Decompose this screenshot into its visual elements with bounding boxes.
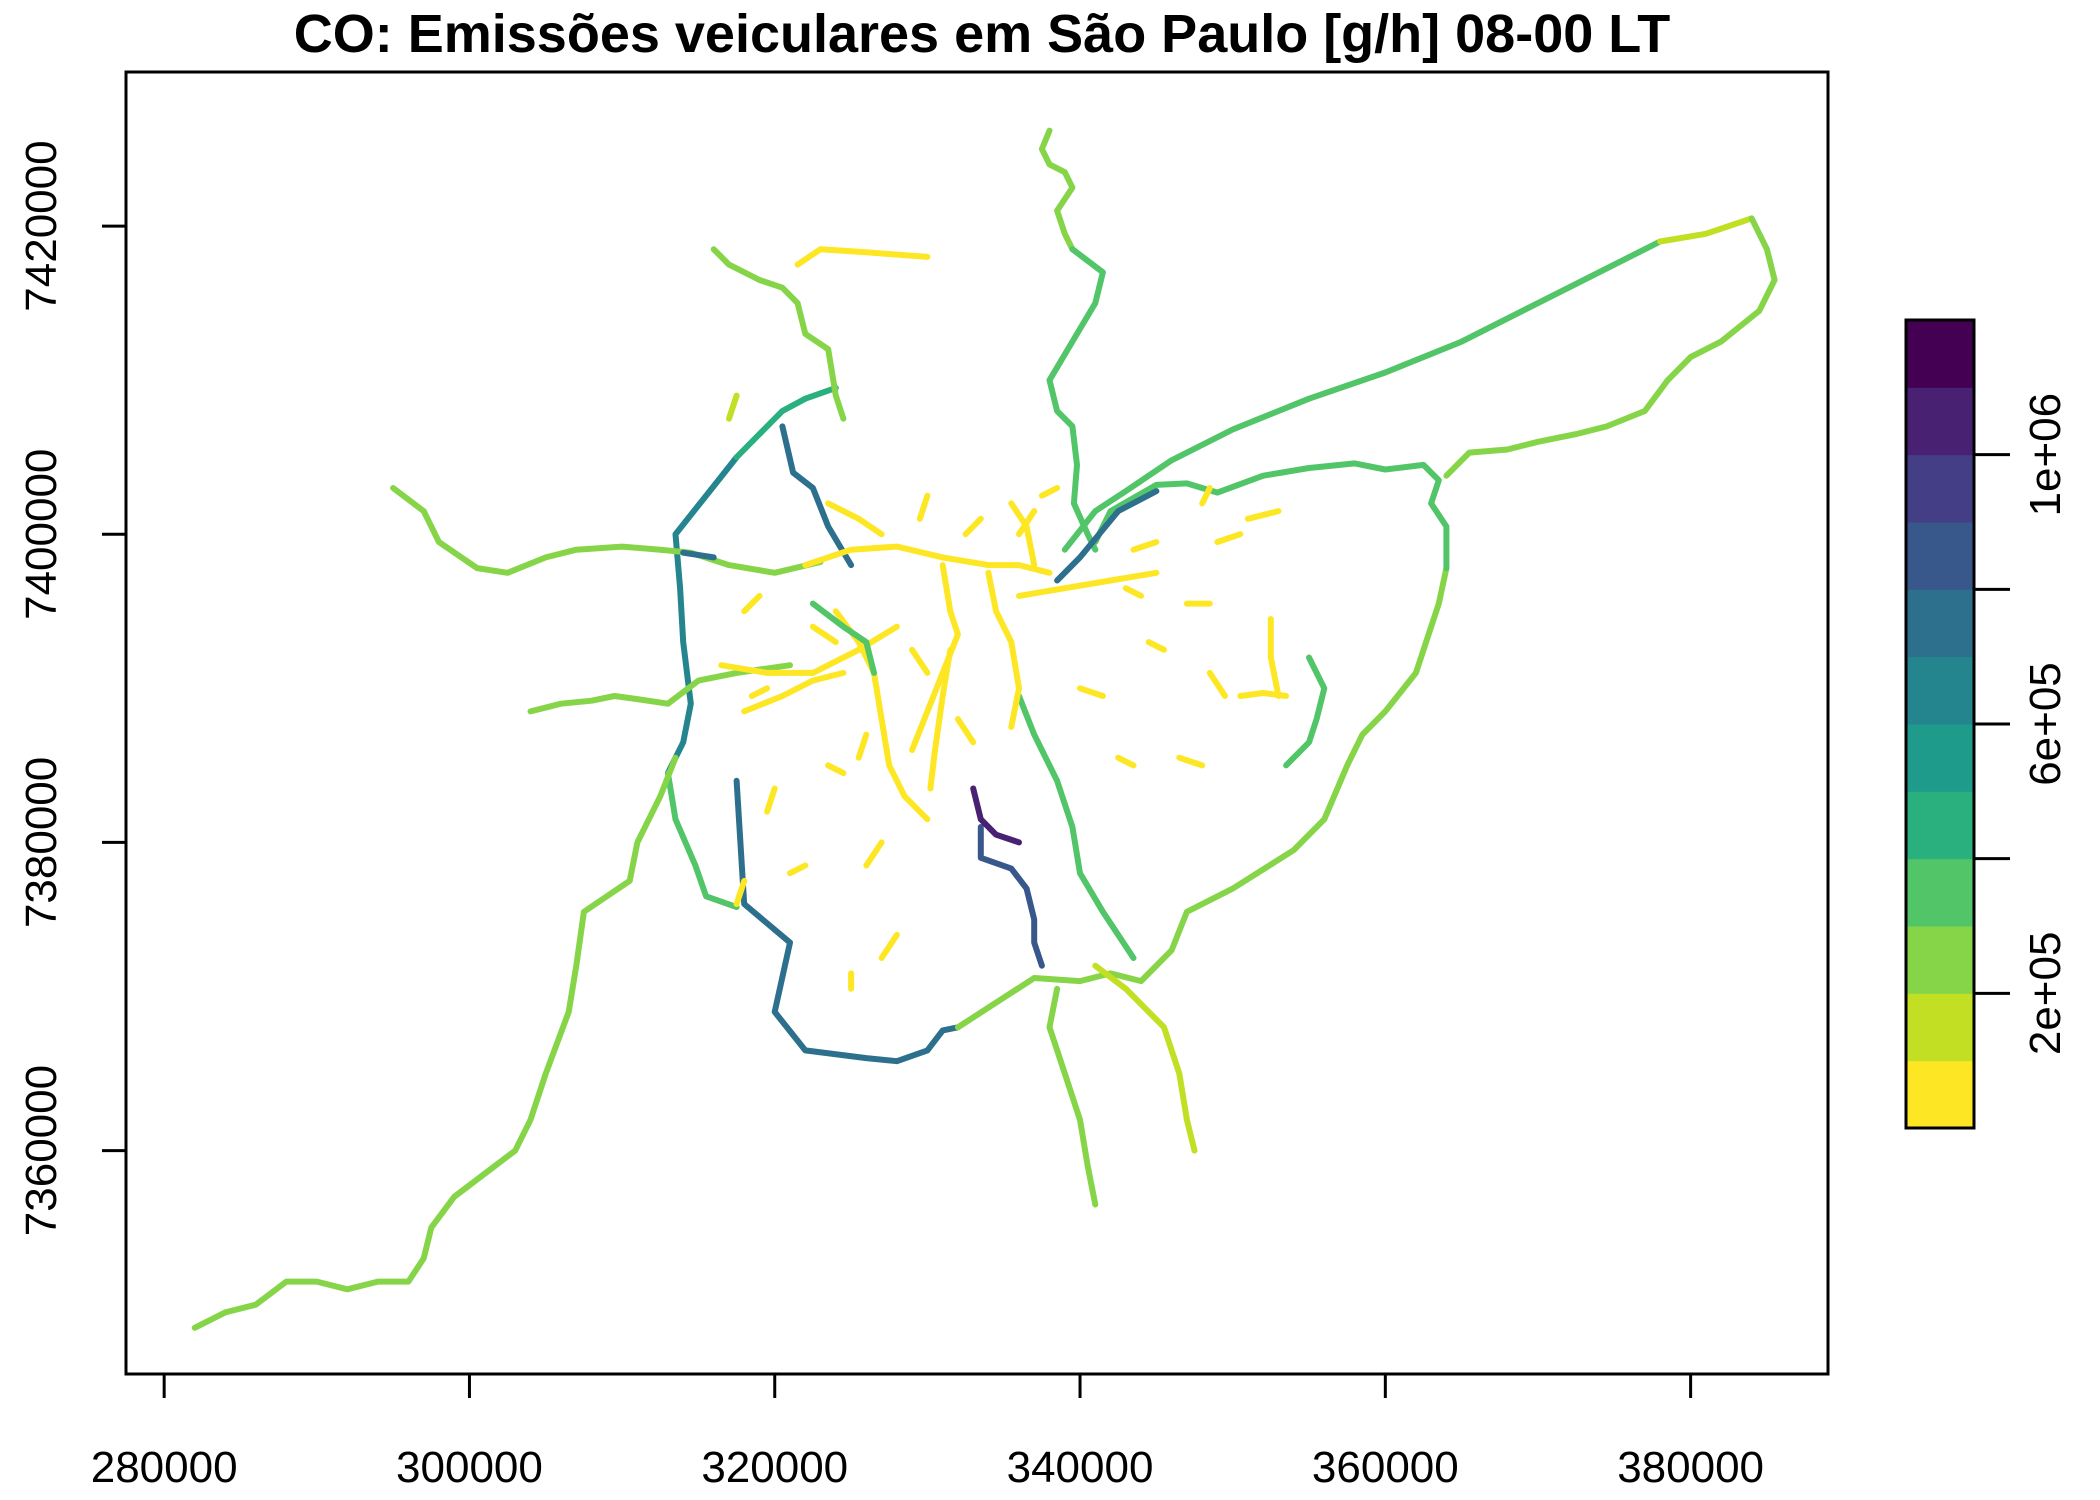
road-fragment-22: [1130, 539, 1160, 553]
road-fragment-3: [825, 762, 847, 777]
road-anhanguera: [710, 246, 847, 422]
road-rodoanel-east-upper: [1092, 460, 1450, 572]
road-fragment-12: [916, 492, 931, 522]
colorbar-tick-label: 1e+06: [2021, 393, 2070, 517]
road-fragment-27: [954, 716, 977, 746]
road-fragment-21: [1176, 754, 1206, 769]
road-dutra-end: [1657, 215, 1755, 245]
road-center-north-1: [825, 500, 885, 538]
road-center-radial-2: [985, 569, 1022, 730]
road-fragment-4: [764, 785, 778, 815]
road-south-radial-dark: [970, 785, 1022, 846]
road-fragment-11: [1016, 508, 1038, 538]
colorbar-swatch: [1906, 926, 1974, 994]
road-fragment-23: [1199, 485, 1213, 507]
road-center-pinheiros: [832, 608, 931, 823]
road-bandeirantes-north: [1038, 127, 1076, 253]
road-fernao-dias: [1046, 246, 1106, 553]
road-center-southwest-1: [741, 669, 847, 715]
road-fragment-15: [1115, 754, 1137, 769]
road-marginal-west-ring: [664, 770, 740, 911]
colorbar-swatch: [1906, 1060, 1974, 1129]
road-fragment-25: [748, 685, 771, 699]
colorbar-swatch: [1906, 724, 1974, 792]
road-east-radial-green: [1283, 654, 1328, 769]
road-fragment-7: [878, 931, 900, 961]
y-tick-label: 7360000: [17, 1065, 66, 1236]
x-tick-label: 340000: [1007, 1443, 1154, 1492]
road-ring-west-dark-seg: [680, 549, 717, 561]
road-imigrantes: [1046, 985, 1099, 1208]
road-dutra: [1061, 238, 1664, 553]
colorbar-swatch: [1906, 791, 1974, 860]
road-fragment-26: [787, 862, 809, 877]
road-northwest-spur: [794, 246, 931, 268]
road-fragment-5: [863, 839, 885, 869]
road-fragment-13: [962, 515, 984, 538]
x-tick-label: 280000: [91, 1443, 238, 1492]
road-fragment-9: [909, 646, 931, 676]
road-south-mid-green: [1016, 693, 1137, 961]
road-marginal-green-seg: [809, 600, 877, 676]
road-fragment-16: [1145, 639, 1167, 653]
road-north-spur-2: [726, 392, 740, 422]
plot-title: CO: Emissões veiculares em São Paulo [g/…: [294, 4, 1670, 64]
plot-frame: [124, 70, 1830, 1376]
road-center-south-1: [927, 646, 954, 792]
road-network: [191, 127, 1778, 1331]
road-fragment-19: [1244, 508, 1282, 522]
road-fragment-14: [1077, 685, 1106, 699]
x-tick-label: 300000: [396, 1443, 543, 1492]
road-fragments: [733, 485, 1282, 992]
colorbar-legend: 2e+05 6e+05 1e+06: [1904, 318, 2070, 1130]
road-rodoanel-sul-west: [733, 777, 961, 1065]
road-rodoanel-north-west: [664, 454, 740, 777]
road-ring-northwest-inner: [779, 423, 855, 569]
colorbar-swatch: [1906, 589, 1974, 658]
y-axis: 7360000 7380000 7400000 7420000: [17, 140, 128, 1236]
colorbar-swatch: [1906, 320, 1974, 388]
road-anchieta: [1092, 962, 1198, 1154]
road-center-east-1: [1016, 569, 1160, 599]
road-fragment-20: [1206, 669, 1228, 699]
x-tick-label: 360000: [1312, 1443, 1459, 1492]
road-fragment-1: [809, 623, 839, 646]
road-ring-northwest-arc: [733, 384, 839, 461]
road-south-radial: [977, 824, 1045, 969]
x-axis: 280000 300000 320000 340000 360000 380000: [91, 1372, 1764, 1492]
road-ayrton-senna: [1443, 215, 1778, 479]
colorbar-swatch: [1906, 993, 1974, 1062]
colorbar-swatch: [1906, 522, 1974, 590]
road-regis-bittencourt: [191, 754, 679, 1331]
y-tick-label: 7380000: [17, 757, 66, 928]
road-castelo-branco: [390, 485, 824, 576]
colorbar-tick-label: 2e+05: [2021, 932, 2070, 1056]
road-fragment-18: [1214, 531, 1244, 545]
colorbar-tick-label: 6e+05: [2021, 662, 2070, 786]
road-fragment-24: [1122, 585, 1145, 599]
colorbar-swatch: [1906, 454, 1974, 523]
road-rodoanel-sul-east: [954, 565, 1450, 1031]
y-tick-label: 7420000: [17, 140, 66, 311]
road-center-west-1: [718, 623, 900, 676]
y-tick-label: 7400000: [17, 449, 66, 620]
road-raposo-tavares: [527, 662, 793, 715]
road-center-east-blue: [1054, 488, 1160, 584]
road-center-tiete: [802, 543, 1053, 576]
road-east-inner-2: [1267, 616, 1282, 699]
colorbar-swatch: [1906, 656, 1974, 725]
colorbar-swatch: [1906, 387, 1974, 456]
x-tick-label: 320000: [701, 1443, 848, 1492]
road-fragment-10: [1038, 485, 1061, 499]
x-tick-label: 380000: [1617, 1443, 1764, 1492]
road-fragment-6: [733, 877, 748, 907]
road-fragment-0: [741, 592, 763, 615]
road-fragment-2: [855, 731, 870, 761]
colorbar-swatch: [1906, 858, 1974, 927]
